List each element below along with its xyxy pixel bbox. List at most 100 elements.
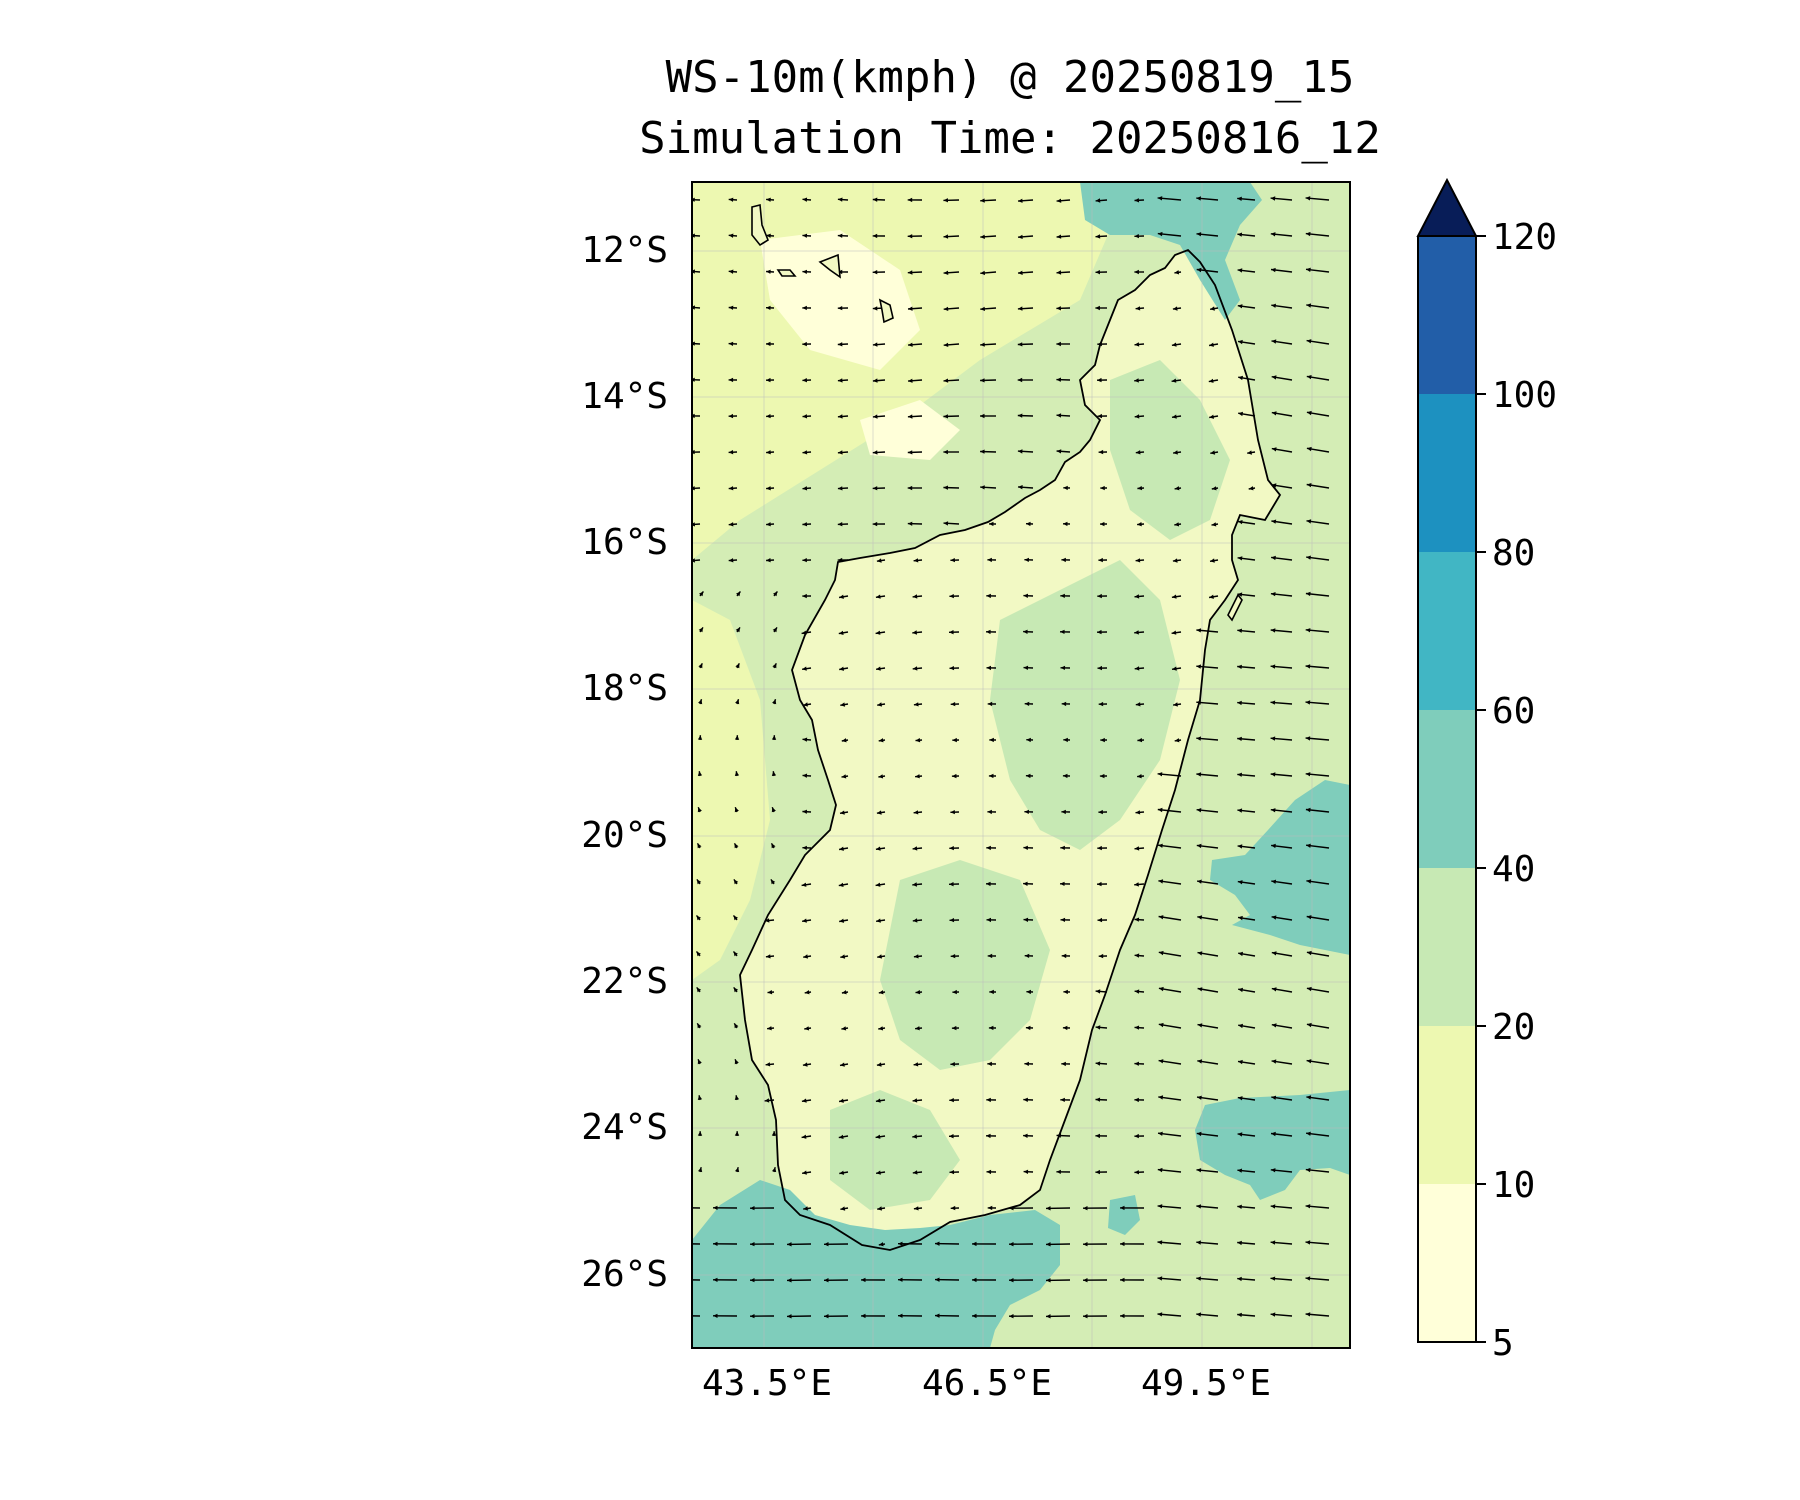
wind-arrow-head <box>915 738 921 743</box>
wind-arrow-head <box>943 414 948 419</box>
wind-arrow-head <box>1158 1059 1164 1064</box>
wind-arrow-head <box>987 953 993 959</box>
wind-arrow-head <box>972 1241 977 1247</box>
wind-arrow-head <box>766 414 771 419</box>
wind-arrow-head <box>804 990 810 995</box>
wind-arrow-head <box>772 699 777 705</box>
comoros-island <box>776 269 797 277</box>
wind-arrow-head <box>987 701 993 707</box>
wind-arrow-head <box>986 1133 991 1139</box>
wind-arrow-head <box>1171 594 1177 599</box>
wind-arrow-head <box>1174 522 1180 527</box>
wind-arrow-head <box>907 270 913 275</box>
wind-arrow-head <box>1196 267 1202 273</box>
wind-arrow-head <box>1173 450 1178 455</box>
wind-arrow-head <box>1305 231 1311 237</box>
wind-arrow-head <box>1196 664 1201 669</box>
wind-arrow-head <box>913 1206 919 1211</box>
wind-arrow-head <box>987 1061 992 1067</box>
wind-arrow-head <box>1024 701 1030 706</box>
wind-arrow-head <box>980 413 985 419</box>
wind-arrow-head <box>765 954 771 959</box>
wind-arrow-head <box>1306 1022 1312 1028</box>
wind-arrow-head <box>841 738 847 743</box>
wind-arrow-head <box>728 341 734 346</box>
wind-arrow-head <box>872 197 878 202</box>
wind-arrow-head <box>1271 951 1277 956</box>
wind-arrow-head <box>872 414 878 419</box>
wind-arrow-head <box>697 735 703 740</box>
wind-arrow-head <box>1210 450 1216 455</box>
wind-arrow-head <box>1137 774 1142 779</box>
wind-arrow-head <box>1237 880 1243 885</box>
lat-tick-label: 18°S <box>581 668 668 709</box>
wind-arrow-head <box>1099 773 1105 779</box>
wind-band-5-10 <box>860 400 960 460</box>
wind-arrow-head <box>1238 915 1243 921</box>
wind-arrow-head <box>1237 772 1242 777</box>
wind-arrow-head <box>1271 1059 1277 1064</box>
wind-arrow-head <box>1197 879 1202 884</box>
wind-arrow-head <box>1023 665 1029 670</box>
wind-arrow-head <box>878 1026 884 1031</box>
wind-arrow-head <box>1237 664 1242 669</box>
wind-arrow-head <box>908 342 913 347</box>
wind-arrow-head <box>1306 483 1312 488</box>
wind-arrow-head <box>951 1025 957 1031</box>
wind-arrow-head <box>1097 629 1102 635</box>
colorbar-label: 60 <box>1492 691 1535 732</box>
wind-arrow-head <box>875 1134 881 1139</box>
wind-arrow-head <box>1306 519 1312 524</box>
wind-arrow-head <box>728 305 734 310</box>
wind-arrow-head <box>1023 881 1028 886</box>
wind-arrow-head <box>876 1170 881 1175</box>
wind-arrow-head <box>1238 951 1243 957</box>
wind-arrow-head <box>1060 665 1066 670</box>
wind-arrow-head <box>766 377 771 383</box>
wind-arrow-head <box>1120 1241 1125 1247</box>
wind-arrow-head <box>912 1134 917 1139</box>
wind-arrow-head <box>1237 1312 1242 1317</box>
wind-arrow-head <box>802 737 808 742</box>
map-subtitle: Simulation Time: 20250816_12 <box>639 113 1381 164</box>
wind-arrow-head <box>728 233 734 238</box>
wind-arrow-head <box>1196 232 1202 237</box>
wind-arrow-head <box>1247 450 1252 455</box>
wind-arrow-head <box>802 450 808 455</box>
wind-arrow-head <box>734 843 739 849</box>
wind-arrow-head <box>1158 843 1163 848</box>
wind-arrow-head <box>1061 1061 1066 1067</box>
colorbar-segment <box>1418 552 1476 710</box>
wind-arrow-head <box>1238 1059 1243 1065</box>
wind-arrow-head <box>1061 953 1067 959</box>
wind-arrow-head <box>1305 1276 1311 1281</box>
wind-arrow-head <box>837 450 843 455</box>
wind-arrow-head <box>733 879 739 885</box>
wind-arrow-head <box>872 450 878 455</box>
wind-arrow-head <box>697 771 703 776</box>
wind-arrow-head <box>1238 339 1243 345</box>
map-frame <box>691 181 1351 1349</box>
wind-arrow-head <box>1134 1133 1139 1139</box>
wind-arrow-head <box>1061 809 1066 815</box>
wind-arrow-head <box>1026 989 1031 995</box>
wind-arrow-head <box>1097 593 1102 599</box>
wind-arrow-head <box>764 1098 770 1103</box>
colorbar-segment <box>1418 710 1476 868</box>
lon-tick-label: 49.5°E <box>1141 1363 1271 1404</box>
wind-arrow-head <box>915 1026 920 1031</box>
wind-arrow-head <box>1174 270 1180 275</box>
wind-arrow-head <box>1271 1095 1277 1100</box>
wind-arrow-head <box>875 882 881 887</box>
wind-arrow-head <box>1134 594 1140 599</box>
wind-arrow-head <box>1009 1314 1014 1319</box>
lat-tick-label: 22°S <box>581 961 668 1002</box>
wind-arrow-head <box>1097 881 1102 887</box>
wind-arrow-head <box>802 233 808 238</box>
wind-arrow-head <box>734 771 740 776</box>
wind-arrow-head <box>1024 953 1030 958</box>
wind-arrow-head <box>1100 521 1105 527</box>
wind-arrow-head <box>839 1170 845 1175</box>
wind-arrow-head <box>1171 342 1177 347</box>
wind-arrow-head <box>824 1278 829 1283</box>
